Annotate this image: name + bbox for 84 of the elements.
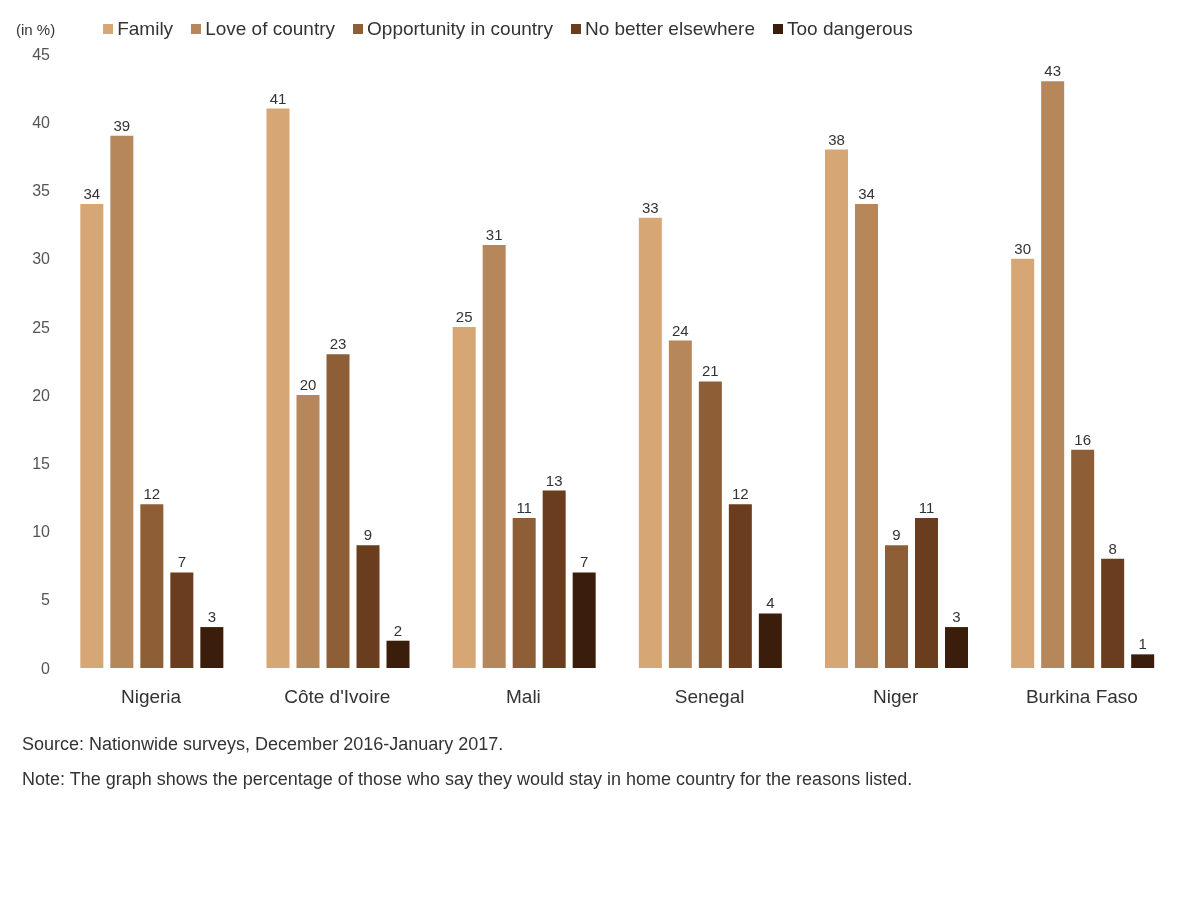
y-tick-label: 30: [32, 250, 51, 268]
bar: [296, 395, 320, 668]
data-label: 34: [83, 185, 101, 203]
y-tick-label: 0: [41, 659, 51, 677]
legend-label: Opportunity in country: [366, 18, 553, 40]
bar: [512, 517, 536, 668]
x-tick-label: Côte d'Ivoire: [284, 686, 391, 708]
data-label: 16: [1074, 430, 1092, 448]
data-label: 3: [207, 608, 217, 626]
y-tick-label: 15: [32, 455, 51, 473]
data-label: 9: [892, 526, 901, 544]
bar: [1041, 81, 1065, 668]
data-label: 4: [766, 594, 775, 612]
bar: [482, 245, 506, 668]
data-label: 41: [269, 89, 287, 107]
bar: [945, 627, 969, 668]
bar: [326, 354, 350, 668]
data-label: 1: [1138, 635, 1147, 653]
y-tick-label: 25: [32, 318, 51, 336]
data-label: 25: [455, 307, 473, 325]
data-label: 7: [177, 553, 187, 571]
data-label: 12: [143, 485, 161, 503]
data-label: 12: [732, 485, 749, 503]
data-label: 11: [918, 498, 935, 516]
bar: [80, 204, 104, 668]
bar: [386, 640, 410, 668]
text: Note: The graph shows the percentage of those who say they would stay in home country for the reasons listed.: [22, 769, 914, 790]
data-label: 9: [363, 526, 373, 544]
x-tick-label: Mali: [505, 686, 541, 708]
legend-label: Love of country: [204, 18, 336, 40]
legend-label: No better elsewhere: [583, 18, 755, 40]
bar: [356, 545, 380, 668]
bar: [572, 572, 596, 668]
bar: [638, 217, 662, 668]
bar: [885, 545, 909, 668]
data-label: 33: [642, 198, 659, 216]
y-axis-title: (in %): [16, 20, 56, 38]
bar: [110, 135, 134, 668]
y-tick-label: 10: [32, 523, 51, 541]
data-label: 11: [516, 498, 532, 516]
bar: [668, 340, 692, 668]
bar: [698, 381, 722, 668]
data-label: 7: [580, 553, 589, 571]
legend-label: Too dangerous: [785, 18, 913, 40]
data-label: 38: [828, 130, 845, 148]
bar: [915, 517, 939, 668]
data-label: 39: [113, 116, 131, 134]
data-label: 24: [672, 321, 689, 339]
x-tick-label: Senegal: [674, 686, 745, 708]
x-tick-label: Niger: [873, 686, 920, 708]
y-tick-label: 5: [41, 591, 51, 609]
data-label: 43: [1044, 62, 1062, 80]
y-tick-label: 40: [32, 113, 51, 131]
data-label: 3: [952, 608, 961, 626]
bar: [170, 572, 194, 668]
source-note: Source: Nationwide surveys, December 2016-January 2017.: [22, 734, 505, 755]
y-tick-label: 35: [32, 182, 51, 200]
bar: [1131, 654, 1155, 668]
data-label: 20: [299, 376, 317, 394]
x-tick-label: Burkina Faso: [1025, 686, 1138, 708]
data-label: 2: [393, 621, 403, 639]
bar: [452, 326, 476, 668]
data-label: 21: [702, 362, 719, 380]
bar: [266, 108, 290, 668]
bar: [855, 204, 879, 668]
x-tick-label: Nigeria: [120, 686, 182, 708]
data-label: 13: [545, 471, 563, 489]
bar: [825, 149, 849, 668]
bar: [200, 627, 224, 668]
bar: [1071, 449, 1095, 668]
data-label: 31: [485, 226, 503, 244]
bar: [140, 504, 164, 668]
bar: [1011, 258, 1035, 668]
bar: [758, 613, 782, 668]
data-label: 8: [1108, 539, 1117, 557]
bar: [728, 504, 752, 668]
data-label: 23: [329, 335, 347, 353]
data-label: 34: [858, 185, 875, 203]
bar: [542, 490, 566, 668]
legend-label: Family: [116, 18, 174, 40]
data-label: 30: [1014, 239, 1032, 257]
y-tick-label: 20: [32, 386, 51, 404]
y-tick-label: 45: [32, 45, 51, 63]
bar: [1101, 558, 1125, 668]
